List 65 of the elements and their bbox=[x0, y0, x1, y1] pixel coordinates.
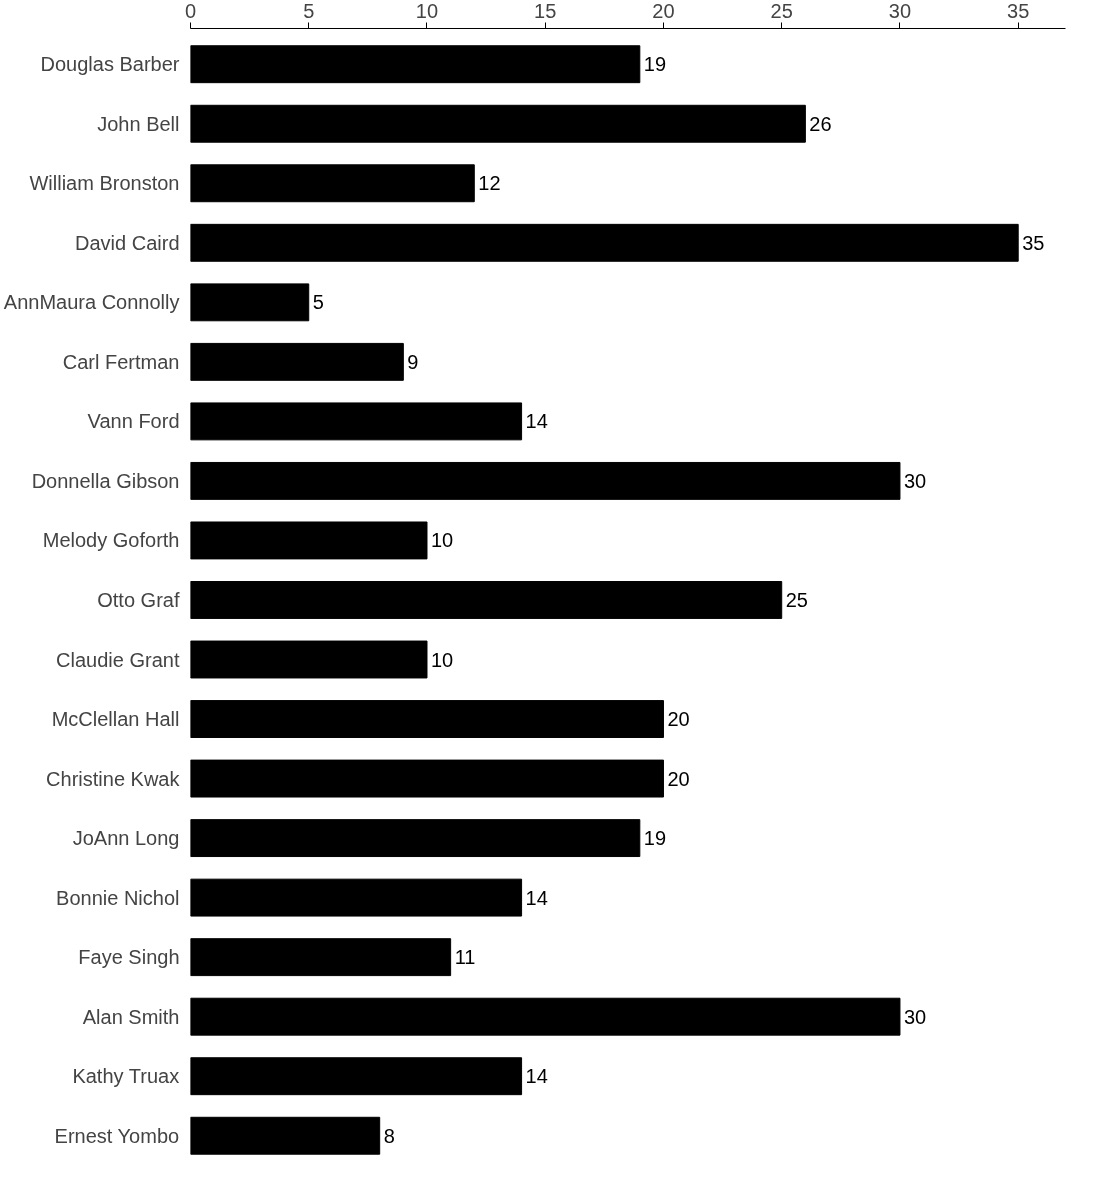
x-tick-label: 0 bbox=[184, 0, 197, 22]
x-tick-label: 35 bbox=[1007, 0, 1030, 22]
data-label: 10 bbox=[430, 648, 454, 671]
x-tick-label: 15 bbox=[534, 0, 557, 22]
y-tick-label: Carl Fertman bbox=[62, 350, 180, 373]
bar bbox=[190, 521, 428, 560]
bar bbox=[190, 164, 475, 203]
bar bbox=[190, 938, 452, 977]
data-label: 19 bbox=[643, 827, 667, 850]
data-label: 8 bbox=[383, 1124, 395, 1147]
bar bbox=[190, 1116, 381, 1155]
y-tick-label: William Bronston bbox=[29, 172, 180, 195]
bar bbox=[190, 581, 783, 619]
data-label: 25 bbox=[785, 588, 808, 611]
data-label: 20 bbox=[667, 767, 690, 790]
bar bbox=[190, 700, 664, 738]
data-label: 5 bbox=[312, 291, 324, 314]
bar bbox=[190, 461, 901, 500]
data-label: 9 bbox=[407, 350, 419, 373]
data-label: 12 bbox=[478, 172, 501, 195]
bar bbox=[190, 283, 310, 322]
y-tick-label: Melody Goforth bbox=[42, 529, 180, 552]
bar bbox=[190, 759, 664, 798]
y-tick-label: JoAnn Long bbox=[72, 827, 180, 850]
bar bbox=[190, 819, 641, 858]
y-tick-label: Ernest Yombo bbox=[54, 1124, 180, 1147]
y-tick-label: Bonnie Nichol bbox=[56, 886, 180, 909]
y-tick-label: Faye Singh bbox=[78, 946, 180, 969]
bar bbox=[190, 342, 404, 381]
bar bbox=[190, 45, 641, 84]
x-tick-label: 30 bbox=[888, 0, 912, 22]
bar bbox=[190, 1057, 523, 1096]
bar bbox=[190, 997, 901, 1036]
bar bbox=[190, 640, 428, 679]
data-label: 30 bbox=[903, 469, 927, 492]
data-label: 11 bbox=[454, 946, 476, 969]
data-label: 19 bbox=[643, 53, 667, 76]
data-label: 35 bbox=[1022, 231, 1045, 254]
y-tick-label: Douglas Barber bbox=[40, 53, 180, 76]
bar bbox=[190, 223, 1019, 262]
data-label: 14 bbox=[525, 410, 548, 433]
y-tick-label: Claudie Grant bbox=[56, 648, 180, 671]
data-label: 30 bbox=[903, 1005, 927, 1028]
bar bbox=[190, 104, 806, 143]
x-tick-label: 10 bbox=[415, 0, 439, 22]
y-tick-label: Donnella Gibson bbox=[31, 469, 180, 492]
data-label: 10 bbox=[430, 529, 454, 552]
data-label: 14 bbox=[525, 1065, 548, 1088]
y-tick-label: AnnMaura Connolly bbox=[3, 291, 180, 314]
x-tick-label: 5 bbox=[303, 0, 315, 22]
y-tick-label: David Caird bbox=[75, 231, 180, 254]
y-tick-label: Alan Smith bbox=[82, 1005, 180, 1028]
x-tick-label: 20 bbox=[652, 0, 675, 22]
bar bbox=[190, 878, 523, 917]
y-tick-label: John Bell bbox=[97, 112, 180, 135]
y-tick-label: Vann Ford bbox=[87, 410, 180, 433]
bar bbox=[190, 402, 523, 441]
y-tick-label: McClellan Hall bbox=[51, 708, 180, 731]
x-tick-label: 25 bbox=[770, 0, 793, 22]
y-tick-label: Kathy Truax bbox=[72, 1065, 180, 1088]
data-label: 14 bbox=[525, 886, 548, 909]
y-tick-label: Otto Graf bbox=[97, 588, 180, 611]
y-tick-label: Christine Kwak bbox=[46, 767, 181, 790]
data-label: 20 bbox=[667, 708, 690, 731]
data-label: 26 bbox=[809, 112, 832, 135]
